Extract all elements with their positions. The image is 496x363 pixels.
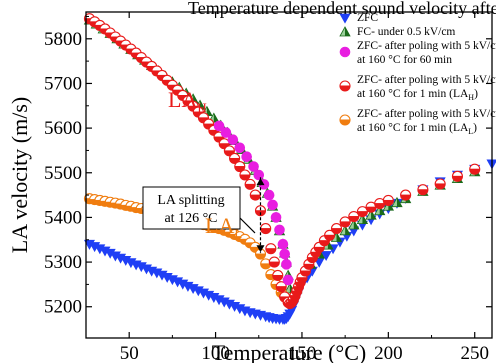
data-point — [268, 256, 280, 268]
data-point — [275, 281, 287, 293]
legend-marker — [339, 80, 351, 92]
data-point — [391, 196, 403, 208]
data-point — [260, 223, 272, 235]
label-la-h: LAH — [168, 87, 207, 115]
data-point — [434, 178, 446, 190]
data-point — [253, 169, 265, 181]
annotation-box — [142, 186, 241, 230]
data-point — [213, 120, 225, 132]
annotation-line1: LA splitting — [157, 193, 224, 208]
data-point — [356, 206, 368, 218]
data-point — [324, 229, 336, 241]
data-point — [339, 216, 351, 228]
y-tick-label: 5400 — [44, 207, 82, 228]
data-point — [365, 201, 377, 213]
splitting-arrow-up-head — [256, 178, 265, 186]
data-point — [282, 274, 294, 286]
data-point — [348, 210, 360, 223]
data-point — [265, 243, 277, 255]
legend-label: ZFC — [357, 12, 378, 24]
data-point — [272, 269, 284, 282]
y-tick-label: 5300 — [44, 252, 82, 273]
y-tick-label: 5700 — [44, 73, 82, 94]
legend-marker — [339, 114, 351, 126]
legend-marker — [339, 46, 351, 58]
data-point — [270, 212, 282, 223]
data-point — [239, 169, 251, 181]
data-point — [267, 199, 278, 211]
data-point — [244, 178, 256, 190]
data-point — [263, 189, 275, 201]
series-2 — [213, 120, 294, 286]
data-point — [451, 170, 463, 182]
data-point — [260, 258, 272, 270]
y-tick-label: 5200 — [44, 297, 82, 318]
data-point — [248, 161, 259, 172]
legend-label-line2: at 160 °C for 1 min (LAL) — [357, 122, 477, 136]
axis-ticks: 50 100 150 200 250 5200 5300 5400 5500 5600 5700 58… — [44, 12, 492, 363]
legend-label: ZFC- after poling with 5 kV/cm — [357, 74, 496, 86]
data-point — [277, 238, 289, 250]
data-point — [220, 127, 232, 138]
x-tick-label: 150 — [288, 343, 317, 363]
y-tick-label: 5800 — [44, 29, 82, 50]
splitting-arrow-down-head — [256, 245, 265, 253]
data-point — [249, 189, 261, 201]
data-point — [274, 224, 285, 236]
data-point — [330, 231, 343, 242]
data-point — [227, 134, 239, 146]
plot-frame — [85, 11, 493, 339]
data-point — [279, 248, 290, 260]
chart-title: Temperature dependent sound velocity aft… — [188, 0, 496, 18]
legend: ZFC FC- under 0.5 kV/cm ZFC- after poling … — [339, 12, 496, 136]
y-tick-label: 5500 — [44, 163, 82, 184]
x-axis-label: Temperature (°C) — [212, 340, 366, 363]
data-point — [348, 219, 360, 230]
data-point — [417, 184, 429, 196]
x-tick-label: 250 — [460, 343, 489, 363]
data-point — [241, 151, 252, 162]
series-3 — [83, 13, 481, 310]
data-point — [254, 248, 267, 260]
x-tick-label: 100 — [201, 343, 230, 363]
legend-marker — [339, 26, 351, 37]
y-tick-label: 5600 — [44, 118, 82, 139]
data-point — [281, 259, 292, 270]
data-point — [234, 142, 246, 154]
legend-label: ZFC- after poling with 5 kV/cm — [357, 40, 496, 52]
legend-label: ZFC- after poling with 5 kV/cm — [357, 108, 496, 120]
data-point — [382, 194, 394, 207]
data-point — [469, 163, 481, 175]
y-axis-label: LA velocity (m/s) — [7, 97, 32, 253]
data-point — [400, 189, 412, 201]
data-point — [320, 251, 332, 262]
x-tick-label: 200 — [374, 343, 403, 363]
annotation-line2: at 126 °C — [164, 211, 217, 226]
x-tick-label: 50 — [120, 343, 139, 363]
legend-label: FC- under 0.5 kV/cm — [357, 26, 455, 38]
data-point — [330, 223, 343, 235]
legend-marker — [339, 13, 351, 24]
legend-label-line2: at 160 °C for 1 min (LAH) — [357, 88, 478, 102]
annotation-pointer — [239, 217, 256, 234]
data-point — [223, 145, 235, 157]
legend-label-line2: at 160 °C for 60 min — [357, 54, 452, 66]
data-point — [339, 224, 351, 236]
